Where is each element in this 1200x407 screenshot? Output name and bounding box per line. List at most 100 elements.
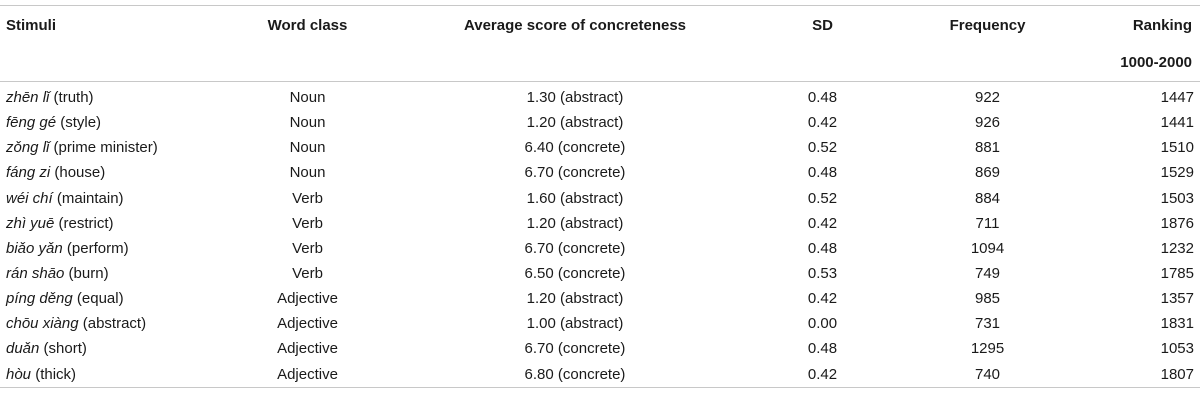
cell-stimulus: píng děng (equal): [0, 286, 205, 311]
stimulus-pinyin: zǒng lǐ: [6, 139, 50, 157]
cell-frequency: 1295: [970, 340, 1005, 358]
cell-frequency: 1094: [970, 239, 1005, 257]
cell-average-concreteness: 1.20 (abstract): [526, 214, 624, 232]
cell-sd: 0.00: [807, 315, 838, 333]
stimulus-gloss: (prime minister): [53, 139, 158, 157]
header-subrow: 1000-2000: [0, 44, 1200, 82]
cell-average-concreteness: 6.70 (concrete): [524, 340, 626, 358]
cell-ranking: 1053: [1160, 340, 1194, 358]
cell-sd: 0.42: [807, 114, 838, 132]
cell-word-class: Verb: [292, 265, 323, 283]
cell-average-concreteness: 1.60 (abstract): [526, 189, 624, 207]
cell-stimulus: wéi chí (maintain): [0, 186, 205, 211]
stimulus-gloss: (restrict): [58, 214, 114, 232]
cell-word-class: Noun: [289, 89, 326, 107]
stimulus-pinyin: hòu: [6, 365, 32, 383]
cell-word-class: Adjective: [205, 361, 410, 388]
table-row: zǒng lǐ (prime minister) Noun 6.40 (concre…: [0, 135, 1200, 160]
cell-average-concreteness: 6.70 (concrete): [524, 164, 626, 182]
cell-stimulus: duǎn (short): [0, 336, 205, 361]
stimulus-pinyin: duǎn: [6, 340, 40, 358]
cell-ranking: 1807: [1070, 361, 1200, 388]
header-ranking: Ranking: [1070, 5, 1200, 44]
header-word-class: Word class: [205, 5, 410, 44]
cell-frequency: 926: [974, 114, 1001, 132]
cell-ranking: 1503: [1160, 189, 1194, 207]
stimuli-table: Stimuli Word class Average score of conc…: [0, 5, 1200, 388]
cell-frequency: 884: [974, 189, 1001, 207]
cell-stimulus: hòu (thick): [0, 361, 205, 388]
table-row: fáng zi (house) Noun 6.70 (concrete) 0.48 86…: [0, 160, 1200, 185]
stimulus-gloss: (equal): [76, 290, 124, 308]
cell-frequency: 740: [905, 361, 1070, 388]
subheader-empty: [410, 44, 740, 82]
cell-word-class: Noun: [289, 114, 326, 132]
cell-ranking: 1447: [1160, 89, 1194, 107]
table-row: rán shāo (burn) Verb 6.50 (concrete) 0.53 74…: [0, 261, 1200, 286]
header-stimuli: Stimuli: [0, 5, 205, 44]
table-row: hòu (thick) Adjective 6.80 (concrete) 0.42 7…: [0, 361, 1200, 388]
cell-sd: 0.48: [807, 89, 838, 107]
subheader-empty: [905, 44, 1070, 82]
cell-stimulus: zhì yuē (restrict): [0, 211, 205, 236]
cell-ranking: 1232: [1160, 239, 1194, 257]
cell-sd: 0.52: [807, 189, 838, 207]
subheader-ranking-range: 1000-2000: [1070, 44, 1200, 82]
table-header: Stimuli Word class Average score of conc…: [0, 5, 1200, 82]
header-row: Stimuli Word class Average score of conc…: [0, 5, 1200, 44]
cell-ranking: 1785: [1160, 265, 1194, 283]
cell-ranking: 1529: [1160, 164, 1194, 182]
cell-average-concreteness: 1.20 (abstract): [526, 114, 624, 132]
table-row: píng děng (equal) Adjective 1.20 (abstract…: [0, 286, 1200, 311]
cell-sd: 0.53: [807, 265, 838, 283]
cell-ranking: 1357: [1160, 290, 1194, 308]
stimulus-pinyin: zhēn lǐ: [6, 89, 50, 107]
cell-frequency: 749: [974, 265, 1001, 283]
stimulus-gloss: (thick): [35, 365, 77, 383]
cell-word-class: Verb: [292, 214, 323, 232]
cell-frequency: 881: [974, 139, 1001, 157]
stimulus-gloss: (maintain): [56, 189, 124, 207]
stimulus-pinyin: biǎo yǎn: [6, 239, 63, 257]
cell-stimulus: rán shāo (burn): [0, 261, 205, 286]
cell-sd: 0.52: [807, 139, 838, 157]
table-row: zhì yuē (restrict) Verb 1.20 (abstract) 0.4…: [0, 211, 1200, 236]
cell-frequency: 922: [974, 89, 1001, 107]
cell-sd: 0.48: [807, 164, 838, 182]
subheader-empty: [740, 44, 905, 82]
cell-frequency: 711: [975, 214, 1000, 232]
stimulus-pinyin: fáng zi: [6, 164, 51, 182]
cell-sd: 0.48: [807, 239, 838, 257]
table-row: fēng gé (style) Noun 1.20 (abstract) 0.42 92…: [0, 110, 1200, 135]
table-row: zhēn lǐ (truth) Noun 1.30 (abstract) 0.48 92…: [0, 82, 1200, 111]
stimulus-pinyin: rán shāo: [6, 265, 65, 283]
cell-word-class: Adjective: [277, 340, 338, 358]
cell-stimulus: zǒng lǐ (prime minister): [0, 135, 205, 160]
cell-sd: 0.42: [807, 290, 838, 308]
header-sd: SD: [740, 5, 905, 44]
cell-average-concreteness: 1.00 (abstract): [526, 315, 624, 333]
cell-word-class: Adjective: [277, 290, 338, 308]
header-average-concreteness: Average score of concreteness: [410, 5, 740, 44]
cell-ranking: 1831: [1160, 315, 1194, 333]
table-row: biǎo yǎn (perform) Verb 6.70 (concrete) 0.4…: [0, 236, 1200, 261]
table-row: duǎn (short) Adjective 6.70 (concrete) 0.48…: [0, 336, 1200, 361]
cell-ranking: 1510: [1160, 139, 1194, 157]
cell-word-class: Noun: [289, 139, 326, 157]
cell-average-concreteness: 6.70 (concrete): [524, 239, 626, 257]
subheader-empty: [205, 44, 410, 82]
cell-word-class: Verb: [292, 239, 323, 257]
cell-stimulus: zhēn lǐ (truth): [0, 82, 205, 111]
cell-sd: 0.42: [807, 214, 838, 232]
cell-average-concreteness: 1.20 (abstract): [526, 290, 624, 308]
cell-stimulus: fáng zi (house): [0, 160, 205, 185]
cell-word-class: Verb: [292, 189, 323, 207]
cell-word-class: Adjective: [277, 315, 338, 333]
subheader-empty: [0, 44, 205, 82]
stimulus-gloss: (short): [43, 340, 87, 358]
table-body: zhēn lǐ (truth) Noun 1.30 (abstract) 0.48 92…: [0, 82, 1200, 388]
stimulus-gloss: (house): [54, 164, 106, 182]
stimulus-gloss: (burn): [68, 265, 109, 283]
cell-stimulus: biǎo yǎn (perform): [0, 236, 205, 261]
